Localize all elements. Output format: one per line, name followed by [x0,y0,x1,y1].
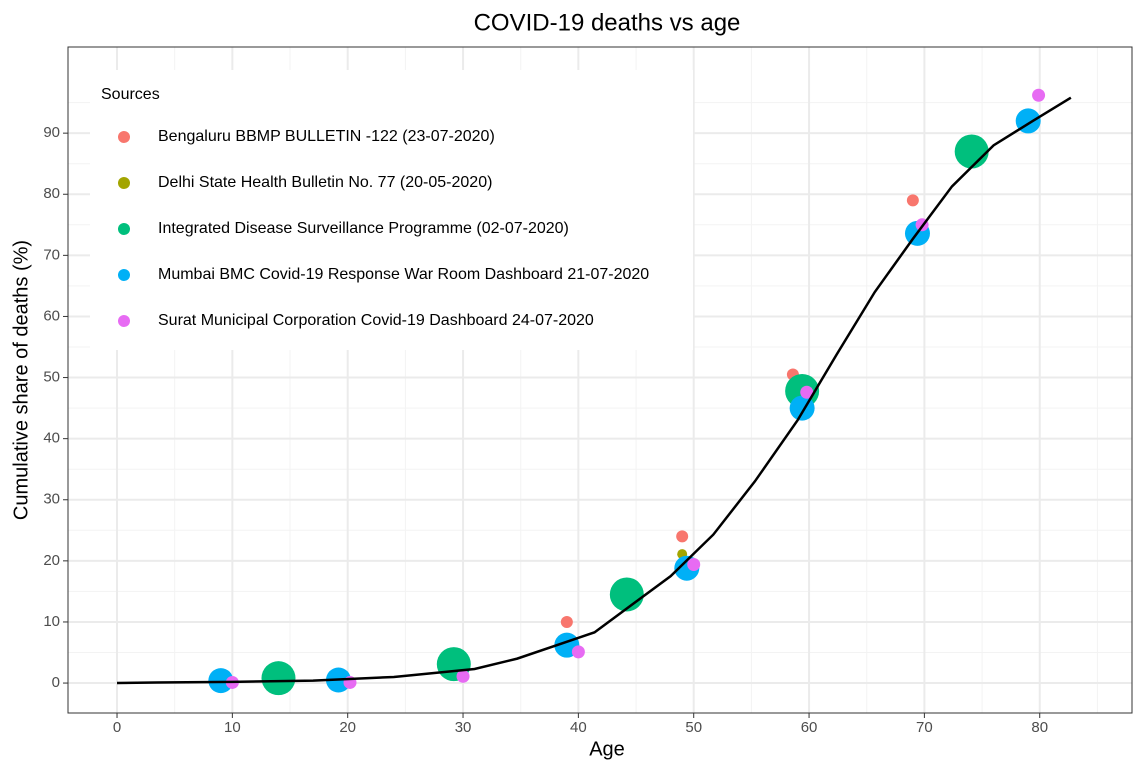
legend-box [90,70,693,350]
data-point [1032,88,1046,102]
legend-swatch [118,177,130,189]
x-tick-label: 50 [685,719,702,736]
fit-line [116,96,1072,685]
y-tick-label: 50 [43,369,60,386]
data-point [687,558,701,572]
y-tick-label: 80 [43,185,60,202]
x-tick-label: 70 [916,719,933,736]
y-tick-label: 10 [43,613,60,630]
data-point [676,530,689,543]
panel-border [67,46,1133,714]
data-point [800,385,814,399]
legend-swatch [118,131,130,143]
data-point [560,615,573,628]
legend-label: Delhi State Health Bulletin No. 77 (20-0… [158,174,492,191]
legend-label: Mumbai BMC Covid-19 Response War Room Da… [158,266,649,283]
y-tick-label: 40 [43,430,60,447]
legend-label: Surat Municipal Corporation Covid-19 Das… [158,312,594,329]
legend-swatch [118,315,130,327]
legend-label: Bengaluru BBMP BULLETIN -122 (23-07-2020… [158,128,495,145]
x-axis-title: Age [589,738,625,760]
x-tick-label: 10 [224,719,241,736]
data-point [906,194,919,207]
chart-title: COVID-19 deaths vs age [474,9,741,36]
data-point [571,645,585,659]
y-tick-label: 60 [43,307,60,324]
x-tick-label: 80 [1031,719,1048,736]
y-tick-label: 70 [43,246,60,263]
legend-swatch [118,223,130,235]
x-tick-label: 0 [113,719,121,736]
data-point [954,134,989,169]
y-tick-label: 90 [43,124,60,141]
data-point [208,668,234,694]
data-point [609,577,644,612]
x-tick-label: 60 [801,719,818,736]
legend-label: Integrated Disease Surveillance Programm… [158,220,569,237]
y-tick-label: 20 [43,552,60,569]
x-tick-label: 40 [570,719,587,736]
x-tick-label: 20 [339,719,356,736]
y-tick-label: 30 [43,491,60,508]
x-tick-label: 30 [455,719,472,736]
data-point [261,661,296,696]
y-tick-label: 0 [52,674,60,691]
legend-swatch [118,269,130,281]
y-axis-title: Cumulative share of deaths (%) [10,240,32,520]
data-point [456,669,470,683]
legend-title: Sources [101,86,160,103]
